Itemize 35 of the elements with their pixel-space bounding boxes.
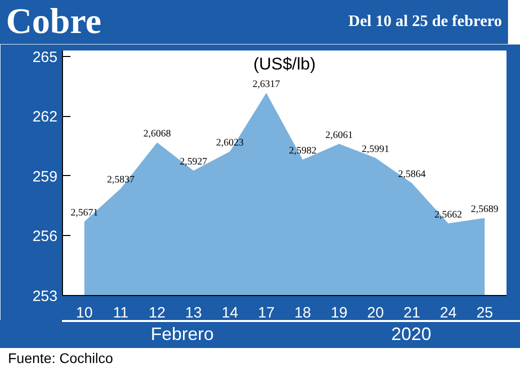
y-axis-title: (US$/lb) <box>253 54 316 74</box>
data-label: 2,5671 <box>70 208 98 219</box>
data-label: 2,5662 <box>434 209 462 220</box>
data-label: 2,5991 <box>362 144 390 155</box>
x-tick-label: 13 <box>185 304 202 322</box>
data-label: 2,5689 <box>470 204 498 216</box>
x-tick-label: 12 <box>148 304 166 322</box>
x-tick-label: 20 <box>367 304 384 322</box>
x-tick-label: 17 <box>258 304 275 322</box>
x-tick-label: 21 <box>404 304 420 322</box>
data-label: 2,5982 <box>288 146 316 157</box>
y-tick-label: 253 <box>32 288 58 305</box>
y-tick-label: 262 <box>32 108 58 126</box>
text: 2020 <box>391 323 432 346</box>
x-tick-label: 25 <box>476 304 494 322</box>
x-tick-label: 19 <box>330 304 348 322</box>
x-axis-title: Febrero <box>150 323 214 346</box>
data-label: 2,5864 <box>398 169 426 180</box>
x-tick-label: 10 <box>76 304 93 322</box>
data-label: 2,6023 <box>216 137 244 148</box>
data-label: 2,6068 <box>143 128 171 140</box>
y-tick-label: 265 <box>32 48 58 66</box>
y-tick-label: 256 <box>32 228 58 246</box>
x-tick-label: 14 <box>222 304 238 322</box>
y-tick-label: 259 <box>32 168 58 186</box>
data-label: 2,5837 <box>106 174 134 186</box>
data-label: 2,6317 <box>252 78 280 90</box>
source-note: Fuente: Cochilco <box>7 349 114 368</box>
x-tick-label: 11 <box>112 304 129 322</box>
data-label: 2,6061 <box>325 130 353 141</box>
chart-title: Cobre <box>6 0 102 44</box>
x-tick-label: 24 <box>440 304 457 322</box>
chart-subtitle: Del 10 al 25 de febrero <box>348 12 502 32</box>
data-label: 2,5927 <box>180 156 208 168</box>
x-tick-label: 18 <box>294 304 312 322</box>
